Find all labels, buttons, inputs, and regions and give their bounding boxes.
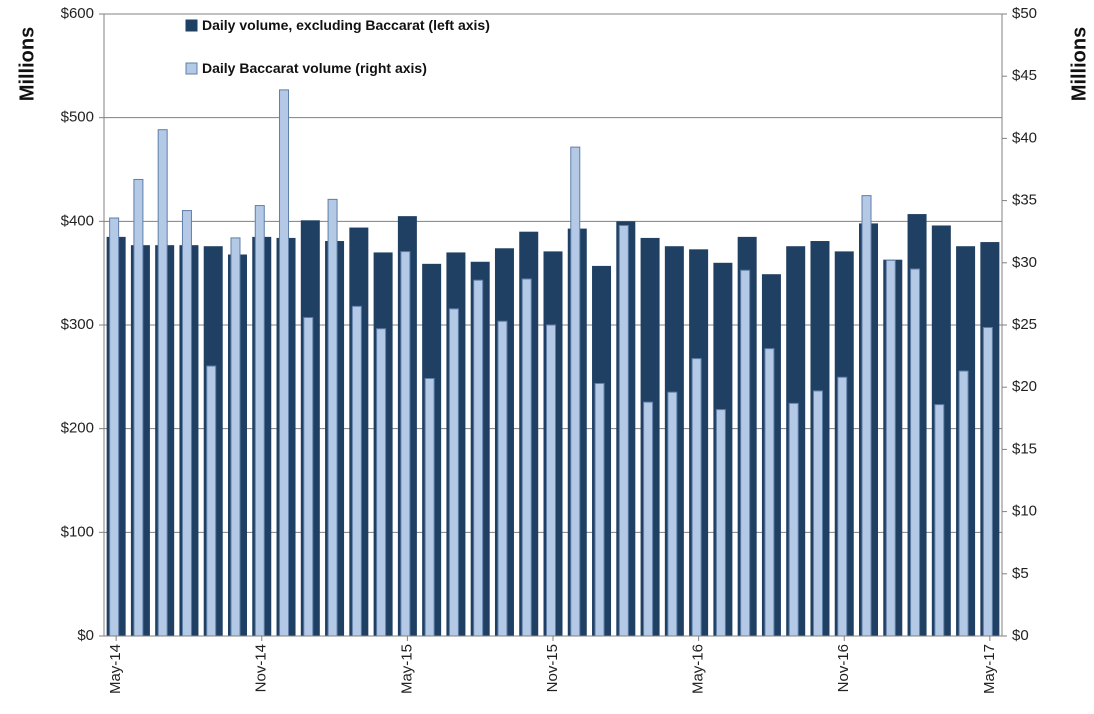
- x-axis-ticks: May-14 Nov-14 May-15 Nov-15 May-16 Nov-16 May-…: [107, 636, 998, 694]
- left-axis-ticks: $0 $100 $200 $300 $400 $500 $600: [61, 5, 104, 644]
- bar-right-series: [740, 269, 751, 637]
- bar-right-series: [424, 377, 435, 637]
- right-axis-title: Millions: [1068, 27, 1090, 101]
- bar-right-series: [448, 308, 459, 637]
- x-tick-label: May-14: [107, 644, 124, 694]
- legend: Daily volume, excluding Baccarat (left a…: [185, 17, 490, 76]
- left-axis-title: Millions: [16, 27, 38, 101]
- bar-right-series: [473, 279, 484, 637]
- left-tick-label: $0: [77, 627, 94, 644]
- bar-right-series: [594, 382, 605, 637]
- x-tick-label: Nov-14: [253, 644, 270, 692]
- right-tick-label: $15: [1012, 440, 1037, 457]
- bar-right-series: [910, 268, 921, 637]
- bar-right-series: [667, 391, 678, 637]
- bar-right-series: [788, 402, 799, 637]
- bar-right-series: [157, 129, 168, 637]
- left-tick-label: $100: [61, 523, 94, 540]
- right-tick-label: $50: [1012, 5, 1037, 22]
- bar-right-series: [254, 205, 265, 637]
- left-tick-label: $500: [61, 109, 94, 126]
- x-tick-label: May-15: [398, 644, 415, 694]
- legend-label-right-series: Daily Baccarat volume (right axis): [202, 60, 427, 76]
- legend-swatch-left-series: [185, 19, 198, 32]
- right-tick-label: $35: [1012, 192, 1037, 209]
- x-tick-label: May-16: [690, 644, 707, 694]
- legend-swatch-right-series: [185, 62, 198, 75]
- bar-right-series: [885, 259, 896, 637]
- bar-right-series: [934, 404, 945, 637]
- bar-right-series: [279, 89, 290, 637]
- left-tick-label: $400: [61, 212, 94, 229]
- x-tick-label: Nov-15: [544, 644, 561, 692]
- right-tick-label: $5: [1012, 565, 1029, 582]
- bar-right-series: [546, 324, 556, 637]
- bar-right-series: [643, 401, 654, 637]
- bar-right-series: [982, 326, 993, 637]
- x-tick-label: Nov-16: [835, 644, 852, 692]
- left-tick-label: $600: [61, 5, 94, 22]
- right-tick-label: $20: [1012, 378, 1037, 395]
- right-tick-label: $25: [1012, 316, 1037, 333]
- bar-right-series: [958, 370, 969, 637]
- bar-right-series: [133, 178, 144, 637]
- bar-right-series: [181, 210, 192, 637]
- legend-label-left-series: Daily volume, excluding Baccarat (left a…: [202, 17, 490, 33]
- bar-right-series: [837, 376, 848, 637]
- bar-right-series: [303, 317, 314, 637]
- right-tick-label: $30: [1012, 254, 1037, 271]
- bar-right-series: [497, 320, 508, 637]
- right-series-bars: [109, 89, 993, 637]
- right-tick-label: $40: [1012, 129, 1037, 146]
- bar-right-series: [618, 224, 629, 637]
- bar-right-series: [206, 365, 217, 637]
- bar-right-series: [812, 390, 823, 637]
- left-tick-label: $300: [61, 316, 94, 333]
- right-tick-label: $0: [1012, 627, 1029, 644]
- bar-right-series: [570, 146, 581, 637]
- bar-right-series: [376, 328, 387, 637]
- bar-right-series: [109, 217, 120, 637]
- right-tick-label: $10: [1012, 503, 1037, 520]
- right-tick-label: $45: [1012, 67, 1037, 84]
- bar-right-series: [230, 237, 241, 637]
- left-tick-label: $200: [61, 420, 94, 437]
- bar-right-series: [715, 409, 726, 637]
- right-axis-ticks: $0 $5 $10 $15 $20 $25 $30 $35 $40 $45 $50: [1002, 5, 1037, 644]
- bar-right-series: [400, 251, 411, 637]
- bar-right-series: [691, 358, 702, 637]
- x-tick-label: May-17: [981, 644, 998, 694]
- bar-right-series: [521, 278, 532, 637]
- bar-right-series: [764, 348, 775, 637]
- bar-right-series: [327, 198, 338, 637]
- bar-right-series: [861, 195, 872, 637]
- bar-right-series: [351, 305, 362, 637]
